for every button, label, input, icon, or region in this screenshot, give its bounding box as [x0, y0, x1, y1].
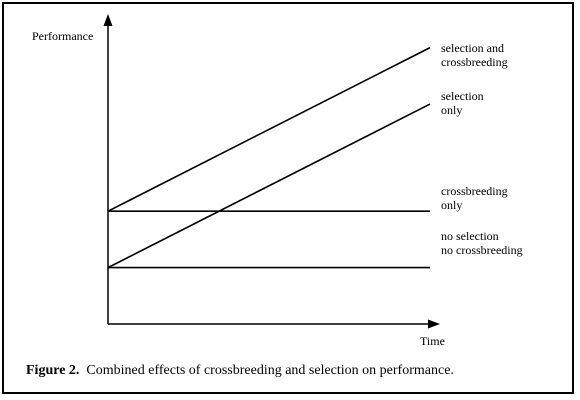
x-axis-arrowhead	[428, 319, 440, 329]
figure-caption: Figure 2. Combined effects of crossbreed…	[26, 363, 566, 379]
series-label-line: crossbreeding	[441, 55, 508, 69]
caption-prefix: Figure 2.	[26, 363, 80, 378]
series-label-crossbreeding-only: crossbreeding only	[441, 184, 508, 212]
caption-text: Combined effects of crossbreeding and se…	[86, 363, 454, 378]
series-line-selection-only	[107, 103, 431, 269]
series-label-line: no crossbreeding	[441, 243, 523, 257]
series-label-line: no selection	[441, 229, 499, 243]
series-label-selection-and-crossbreeding: selection and crossbreeding	[441, 41, 508, 69]
series-label-line: only	[441, 103, 462, 117]
series-line-selection-and-crossbreeding	[107, 46, 431, 212]
series-label-line: selection and	[441, 41, 504, 55]
y-axis-arrowhead	[103, 14, 113, 26]
series-label-line: selection	[441, 89, 484, 103]
series-label-no-selection-no-crossbreeding: no selection no crossbreeding	[441, 229, 523, 257]
series-label-line: crossbreeding	[441, 184, 508, 198]
series-label-line: only	[441, 198, 462, 212]
y-axis-label: Performance	[32, 29, 93, 43]
chart-axes	[103, 14, 440, 329]
x-axis-label: Time	[420, 334, 445, 348]
series-label-selection-only: selection only	[441, 89, 484, 117]
figure-frame	[2, 2, 574, 394]
